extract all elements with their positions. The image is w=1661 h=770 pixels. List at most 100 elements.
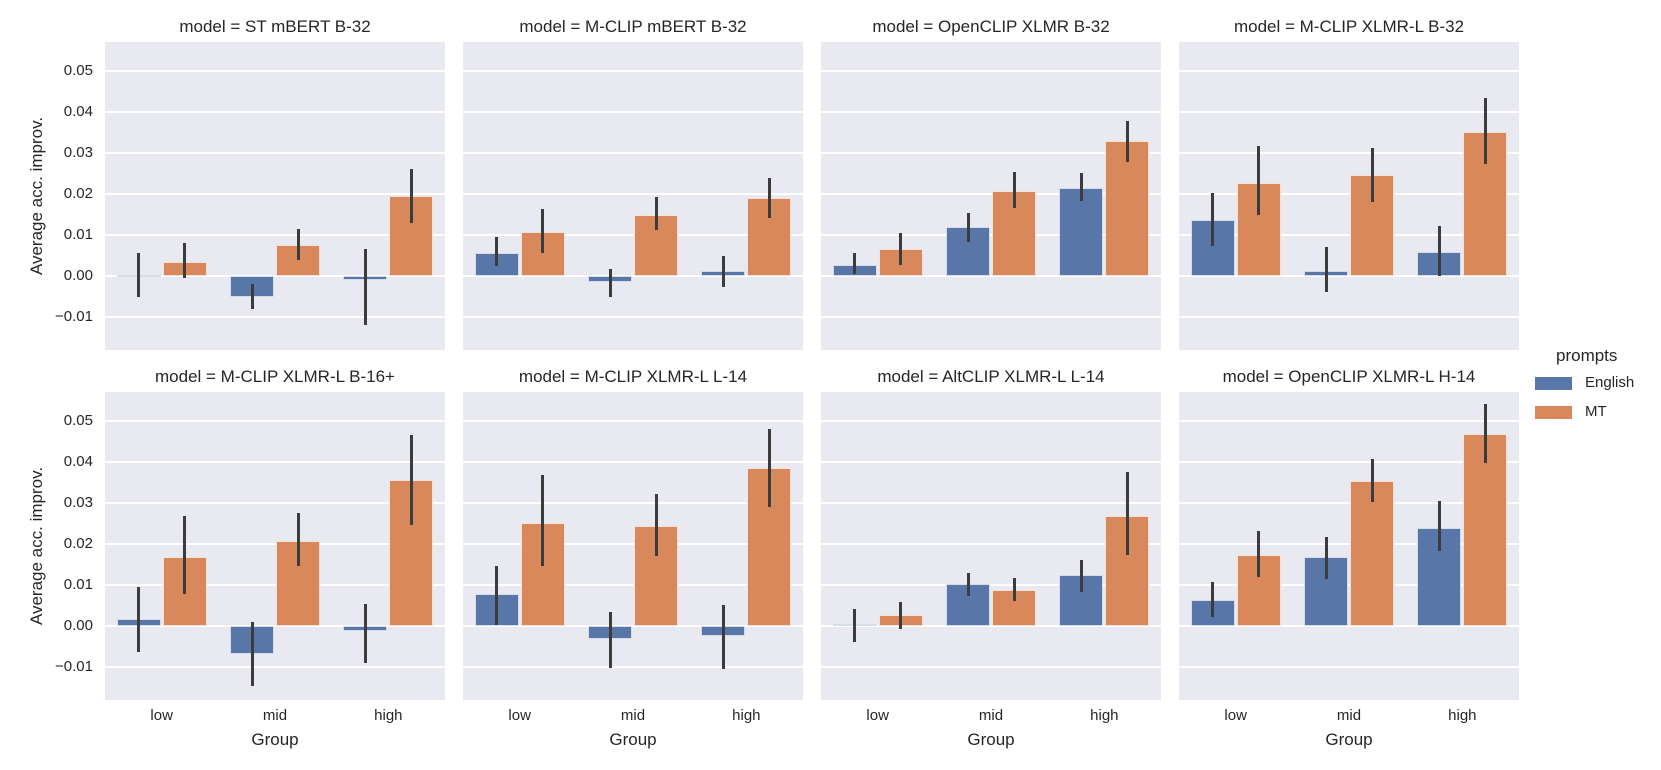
bar-mt-high bbox=[1105, 141, 1150, 277]
gridline bbox=[105, 69, 445, 72]
x-axis-label: Group bbox=[967, 730, 1015, 749]
y-tick-label: 0.02 bbox=[63, 184, 93, 202]
y-axis-label: Average acc. improv. bbox=[27, 116, 46, 276]
y-tick-label: 0.03 bbox=[63, 493, 93, 511]
gridline bbox=[463, 584, 803, 586]
y-tick-label: 0.04 bbox=[63, 102, 93, 120]
errorbar-mt-high bbox=[767, 177, 771, 218]
facet-title: model = AltCLIP XLMR-L L-14 bbox=[877, 367, 1105, 386]
plot-area bbox=[105, 392, 445, 700]
x-tick-label: mid bbox=[978, 707, 1004, 724]
errorbar-mt-high bbox=[767, 428, 771, 507]
legend-swatch-mt bbox=[1535, 405, 1572, 419]
gridline bbox=[105, 501, 445, 504]
plot-area bbox=[821, 392, 1161, 700]
errorbar-mt-low bbox=[541, 474, 545, 567]
errorbar-mt-mid bbox=[1370, 458, 1374, 502]
errorbar-mt-high bbox=[409, 169, 413, 223]
facet-title: model = M-CLIP XLMR-L B-32 bbox=[1233, 17, 1465, 36]
y-tick-label: 0.05 bbox=[63, 61, 93, 79]
facet-title: model = M-CLIP XLMR-L B-16+ bbox=[155, 367, 395, 386]
gridline bbox=[105, 542, 445, 545]
errorbar-mt-low bbox=[183, 243, 187, 279]
gridline bbox=[105, 419, 445, 422]
errorbar-mt-mid bbox=[1370, 147, 1374, 202]
gridline bbox=[463, 501, 803, 504]
gridline bbox=[105, 151, 445, 154]
gridline bbox=[105, 460, 445, 463]
gridline bbox=[1179, 501, 1519, 504]
errorbar-english-high bbox=[363, 249, 367, 326]
x-axis-label: Group bbox=[251, 730, 299, 749]
legend-entry-english: English bbox=[1535, 374, 1634, 392]
gridline bbox=[1179, 275, 1519, 278]
gridline bbox=[821, 666, 1161, 669]
x-tick-label: high bbox=[732, 707, 761, 724]
errorbar-mt-mid bbox=[296, 512, 300, 567]
gridline bbox=[1179, 666, 1519, 669]
gridline bbox=[105, 625, 445, 628]
gridline bbox=[463, 666, 803, 669]
gridline bbox=[1179, 316, 1519, 319]
gridline bbox=[105, 275, 445, 278]
gridline bbox=[821, 542, 1161, 545]
gridline bbox=[463, 625, 803, 628]
gridline bbox=[463, 69, 803, 72]
errorbar-mt-mid bbox=[654, 196, 658, 230]
gridline bbox=[821, 460, 1161, 463]
y-tick-label: 0.04 bbox=[63, 452, 93, 470]
x-tick-label: low bbox=[866, 707, 889, 724]
errorbar-english-mid bbox=[608, 611, 612, 669]
facet-title: model = ST mBERT B-32 bbox=[179, 17, 371, 36]
gridline bbox=[1179, 69, 1519, 72]
y-tick-label: 0.00 bbox=[63, 617, 93, 635]
x-tick-label: high bbox=[374, 707, 403, 724]
errorbar-english-low bbox=[137, 587, 141, 652]
gridline bbox=[821, 69, 1161, 72]
errorbar-english-low bbox=[137, 253, 141, 297]
y-tick-label: 0.01 bbox=[63, 226, 93, 243]
y-axis-label: Average acc. improv. bbox=[27, 466, 46, 626]
legend-entries: English MT bbox=[1535, 374, 1634, 421]
errorbar-english-high bbox=[1079, 172, 1083, 202]
gridline bbox=[105, 110, 445, 113]
errorbar-english-mid bbox=[966, 212, 970, 243]
plot-area bbox=[105, 42, 445, 350]
errorbar-english-high bbox=[721, 604, 725, 669]
bar-mt-mid bbox=[634, 525, 678, 627]
errorbar-mt-high bbox=[1125, 120, 1129, 162]
gridline bbox=[821, 584, 1161, 586]
errorbar-mt-mid bbox=[1012, 578, 1016, 602]
gridline bbox=[463, 419, 803, 422]
gridline bbox=[463, 460, 803, 463]
errorbar-english-mid bbox=[1324, 246, 1328, 293]
y-tick-label: 0.03 bbox=[63, 143, 93, 161]
errorbar-mt-high bbox=[1483, 97, 1487, 164]
gridline bbox=[821, 275, 1161, 278]
errorbar-english-high bbox=[1079, 560, 1083, 592]
gridline bbox=[105, 584, 445, 586]
facet-title: model = M-CLIP mBERT B-32 bbox=[519, 17, 747, 36]
gridline bbox=[821, 501, 1161, 504]
errorbar-english-high bbox=[1437, 225, 1441, 276]
y-tick-label: 0.01 bbox=[63, 576, 93, 593]
y-tick-label: 0.05 bbox=[63, 411, 93, 429]
errorbar-english-mid bbox=[608, 269, 612, 297]
gridline bbox=[821, 419, 1161, 422]
errorbar-english-mid bbox=[1324, 536, 1328, 580]
gridline bbox=[1179, 625, 1519, 628]
y-tick-label: 0.02 bbox=[63, 534, 93, 552]
x-tick-label: mid bbox=[620, 707, 646, 724]
gridline bbox=[821, 625, 1161, 628]
errorbar-mt-high bbox=[1125, 472, 1129, 556]
errorbar-english-low bbox=[853, 253, 857, 275]
errorbar-mt-low bbox=[183, 516, 187, 595]
gridline bbox=[1179, 542, 1519, 545]
gridline bbox=[821, 151, 1161, 154]
errorbar-english-mid bbox=[966, 573, 970, 597]
facet-title: model = OpenCLIP XLMR B-32 bbox=[872, 17, 1110, 36]
plot-area bbox=[463, 42, 803, 350]
errorbar-english-high bbox=[1437, 500, 1441, 552]
legend-label: MT bbox=[1585, 403, 1607, 420]
